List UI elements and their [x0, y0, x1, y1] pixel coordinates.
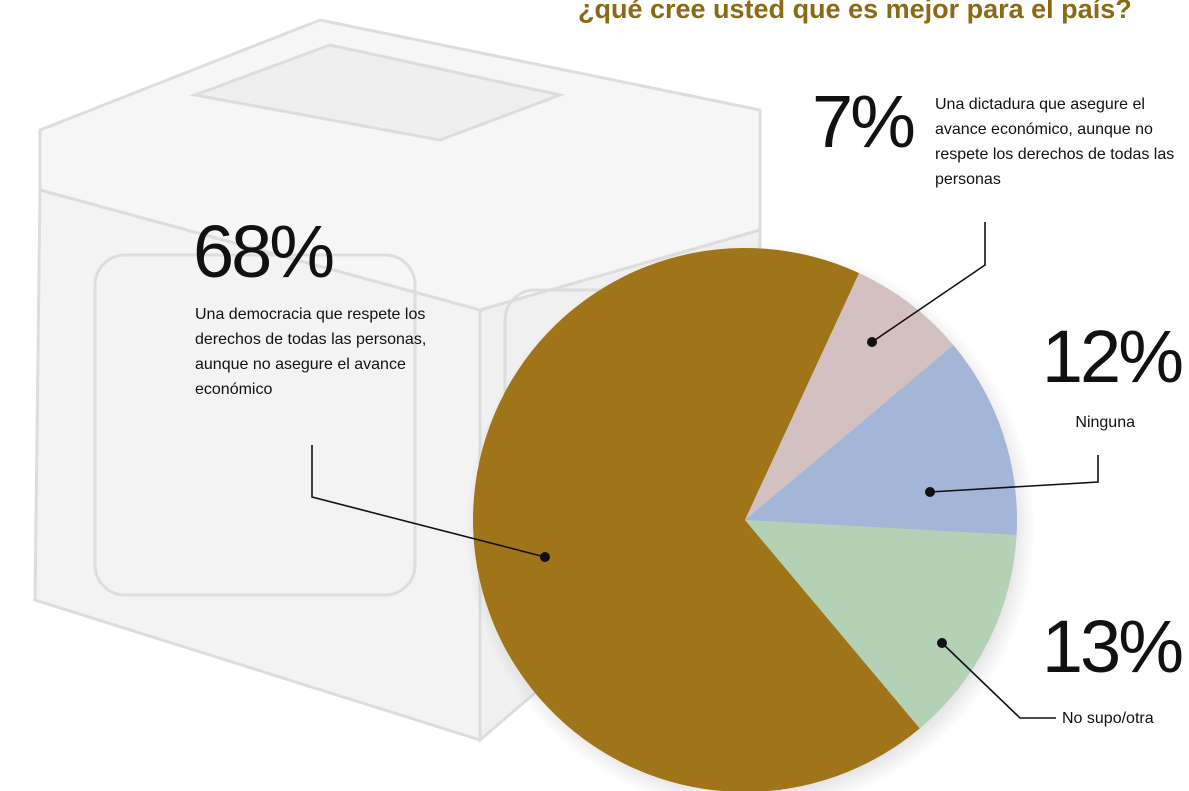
- leader-dot: [925, 487, 935, 497]
- leader-line: [311, 445, 546, 558]
- category-label: No supo/otra: [1062, 710, 1154, 727]
- chart-title: ¿qué cree usted que es mejor para el paí…: [578, 0, 1132, 24]
- percent-label: 7%: [812, 80, 916, 163]
- leader-line: [871, 222, 986, 343]
- pie-slice: [745, 273, 954, 520]
- category-label: Una dictadura que asegure el avance econ…: [935, 96, 1175, 188]
- leader-line: [929, 455, 1099, 493]
- leader-dot: [867, 337, 877, 347]
- pie-slice: [745, 520, 1017, 729]
- pie-slice: [745, 345, 1017, 536]
- category-label: Una democracia que respete los derechos …: [195, 306, 427, 398]
- percent-label: 68%: [193, 210, 335, 293]
- leader-dot: [540, 552, 550, 562]
- category-label: Ninguna: [1075, 414, 1135, 431]
- leader-dot: [937, 638, 947, 648]
- percent-label: 12%: [1041, 315, 1184, 398]
- leader-line: [941, 642, 1056, 719]
- percent-label: 13%: [1041, 605, 1184, 688]
- pie-slice: [473, 248, 920, 791]
